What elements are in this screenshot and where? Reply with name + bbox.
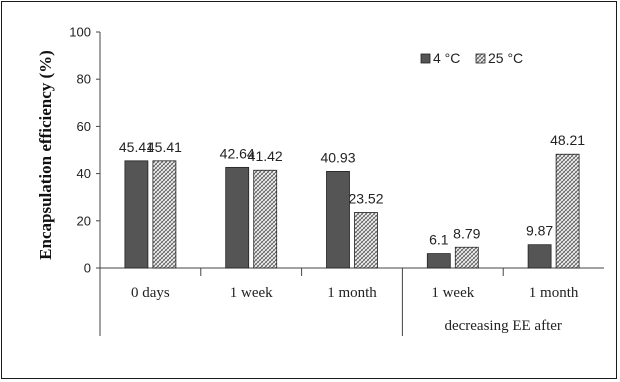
category-label: 1 month — [327, 285, 377, 301]
y-tick-label: 60 — [77, 119, 91, 134]
data-label: 42.64 — [220, 145, 255, 161]
bar-25c-0 — [152, 160, 177, 269]
bar-4c-3 — [426, 253, 451, 269]
category-label: 1 week — [431, 285, 474, 301]
group-label: decreasing EE after — [444, 318, 561, 334]
data-label: 9.87 — [526, 223, 553, 239]
legend: 4 °C 25 °C — [420, 50, 523, 66]
bar-25c-2 — [354, 212, 378, 269]
data-label: 45.41 — [119, 139, 154, 155]
data-label: 41.42 — [248, 148, 283, 164]
bar-25c-4 — [555, 153, 580, 269]
category-label: 1 week — [230, 285, 273, 301]
data-label: 23.52 — [348, 190, 383, 206]
data-label: 40.93 — [320, 149, 355, 165]
data-label: 48.21 — [550, 132, 585, 148]
y-tick-label: 20 — [77, 213, 91, 228]
y-tick-label: 40 — [77, 166, 91, 181]
legend-label-4c: 4 °C — [433, 50, 460, 66]
y-tick-label: 80 — [77, 72, 91, 87]
bar-4c-2 — [326, 171, 350, 269]
y-tick-label: 0 — [84, 261, 91, 276]
bar-25c-3 — [454, 246, 479, 269]
data-label: 45.41 — [147, 139, 182, 155]
legend-label-25c: 25 °C — [488, 50, 523, 66]
bar-4c-4 — [527, 244, 552, 269]
y-tick-label: 100 — [69, 25, 91, 40]
legend-swatch-4c — [420, 53, 431, 64]
category-label: 0 days — [131, 285, 170, 301]
data-label: 6.1 — [429, 232, 449, 248]
bar-25c-1 — [253, 169, 278, 269]
category-label: 1 month — [529, 285, 579, 301]
data-label: 8.79 — [453, 225, 480, 241]
bar-4c-1 — [225, 166, 250, 269]
y-axis-label: Encapsulation efficiency (%) — [36, 50, 55, 260]
bar-4c-0 — [124, 160, 149, 269]
legend-swatch-25c — [475, 53, 486, 64]
